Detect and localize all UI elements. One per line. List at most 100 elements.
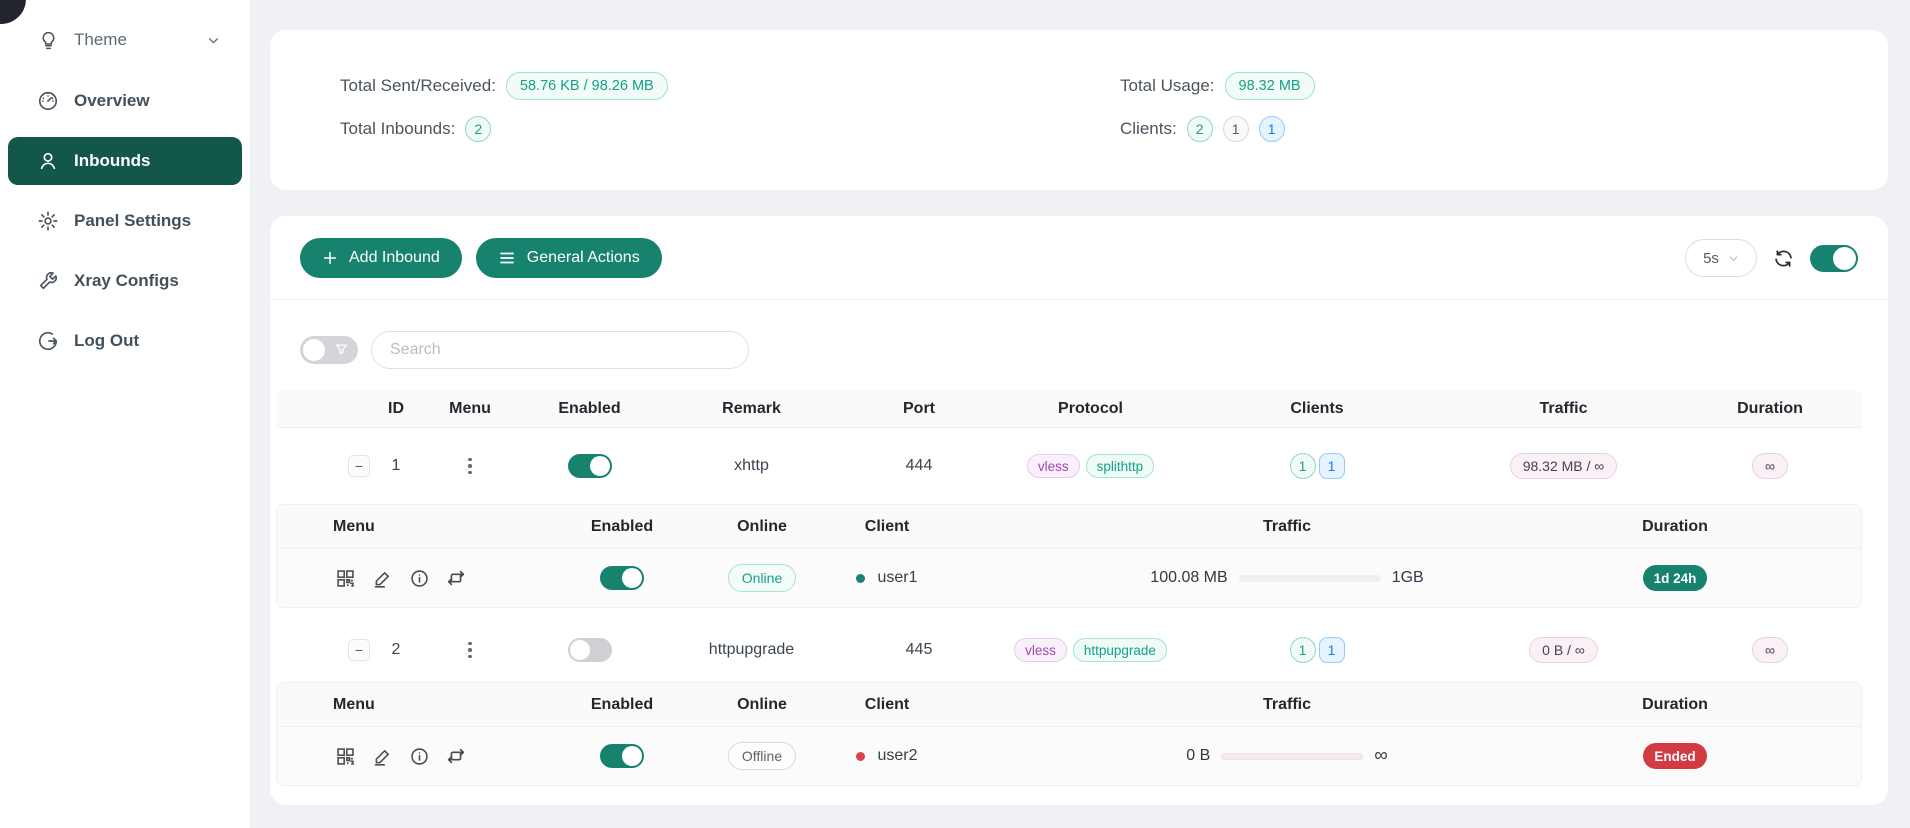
col-header-protocol: Protocol bbox=[1058, 399, 1123, 417]
stat-value-badge: 98.32 MB bbox=[1224, 72, 1315, 100]
client-status-dot bbox=[856, 751, 866, 761]
col-header-remark: Remark bbox=[722, 399, 781, 417]
sidebar-item-label: Log Out bbox=[74, 331, 140, 350]
row-menu-icon[interactable] bbox=[468, 457, 472, 475]
wrench-icon bbox=[36, 269, 60, 293]
main-content: Total Sent/Received: 58.76 KB / 98.26 MB… bbox=[250, 0, 1910, 828]
refresh-icon[interactable] bbox=[1773, 248, 1794, 269]
sidebar-item-xray-configs[interactable]: Xray Configs bbox=[8, 257, 242, 305]
sub-col-header-client: Client bbox=[864, 695, 910, 713]
toolbar: Add Inbound General Actions 5s bbox=[270, 238, 1888, 300]
stat-clients: Clients: 2 1 1 bbox=[1120, 116, 1888, 142]
sub-col-header-enabled: Enabled bbox=[590, 517, 654, 535]
sidebar-item-label: Inbounds bbox=[74, 151, 151, 170]
clients-count-badge-green: 2 bbox=[1186, 116, 1213, 142]
funnel-icon bbox=[334, 342, 349, 357]
traffic-progress-bar bbox=[1221, 752, 1364, 760]
col-header-menu: Menu bbox=[449, 399, 491, 417]
general-actions-label: General Actions bbox=[526, 249, 640, 266]
sidebar-item-label: Theme bbox=[74, 30, 127, 49]
reset-traffic-icon[interactable] bbox=[444, 566, 468, 590]
client-row: Offline user2 0 B ∞ Ended bbox=[277, 727, 1861, 785]
filter-toggle[interactable] bbox=[300, 336, 358, 364]
general-actions-button[interactable]: General Actions bbox=[475, 238, 662, 278]
traffic-progress-bar bbox=[1238, 574, 1381, 582]
gear-icon bbox=[36, 209, 60, 233]
inbound-duration-badge: ∞ bbox=[1752, 453, 1788, 479]
dashboard-icon bbox=[36, 89, 60, 113]
qrcode-icon[interactable] bbox=[333, 566, 357, 590]
clients-count-badge-gray: 1 bbox=[1222, 116, 1249, 142]
col-header-port: Port bbox=[903, 399, 935, 417]
chevron-down-icon bbox=[207, 34, 220, 47]
inbound-row: − 2 httpupgrade 445 vless httpupgrade 1 … bbox=[276, 618, 1862, 682]
auto-refresh-toggle[interactable] bbox=[1810, 244, 1858, 272]
traffic-total: ∞ bbox=[1374, 745, 1388, 766]
col-header-clients: Clients bbox=[1290, 399, 1344, 417]
sub-col-header-menu: Menu bbox=[333, 517, 375, 535]
info-circle-icon[interactable] bbox=[407, 566, 431, 590]
row-menu-icon[interactable] bbox=[468, 641, 472, 659]
collapse-row-button[interactable]: − bbox=[348, 455, 370, 477]
stat-total-inbounds: Total Inbounds: 2 bbox=[340, 116, 1120, 142]
traffic-used: 0 B bbox=[1186, 747, 1211, 764]
client-name: user1 bbox=[877, 569, 918, 586]
sub-col-header-online: Online bbox=[737, 517, 787, 535]
lightbulb-icon bbox=[36, 28, 60, 52]
qrcode-icon[interactable] bbox=[333, 744, 357, 768]
sub-col-header-duration: Duration bbox=[1642, 517, 1708, 535]
chevron-down-icon bbox=[1728, 253, 1739, 264]
inbound-port: 445 bbox=[905, 641, 933, 658]
inbounds-card: Add Inbound General Actions 5s bbox=[270, 216, 1888, 805]
col-header-duration: Duration bbox=[1737, 399, 1803, 417]
sidebar-nav: Overview Inbounds Panel Settings Xray Co… bbox=[0, 77, 250, 365]
inbound-enabled-toggle[interactable] bbox=[567, 638, 612, 662]
sub-col-header-online: Online bbox=[737, 695, 787, 713]
stat-total-usage: Total Usage: 98.32 MB bbox=[1120, 72, 1888, 100]
table-header-row: ID Menu Enabled Remark Port Protocol Cli… bbox=[276, 390, 1862, 428]
add-inbound-label: Add Inbound bbox=[349, 249, 440, 266]
sub-col-header-traffic: Traffic bbox=[1262, 695, 1311, 713]
inbound-duration-badge: ∞ bbox=[1752, 637, 1788, 663]
inbounds-table: ID Menu Enabled Remark Port Protocol Cli… bbox=[276, 390, 1862, 786]
col-header-enabled: Enabled bbox=[558, 399, 621, 417]
client-duration-badge: Ended bbox=[1643, 743, 1707, 769]
client-status-dot bbox=[856, 573, 866, 583]
sidebar-item-panel-settings[interactable]: Panel Settings bbox=[8, 197, 242, 245]
search-input[interactable] bbox=[371, 331, 749, 369]
edit-pencil-icon[interactable] bbox=[370, 744, 394, 768]
logout-icon bbox=[36, 329, 60, 353]
client-count-badge-blue: 1 bbox=[1318, 637, 1345, 663]
add-inbound-button[interactable]: Add Inbound bbox=[300, 238, 462, 278]
inbound-traffic-badge: 98.32 MB / ∞ bbox=[1509, 453, 1618, 479]
info-circle-icon[interactable] bbox=[407, 744, 431, 768]
hamburger-icon bbox=[498, 249, 516, 267]
traffic-total: 1GB bbox=[1391, 569, 1424, 586]
client-name: user2 bbox=[877, 747, 918, 764]
filter-row bbox=[300, 331, 1888, 369]
client-enabled-toggle[interactable] bbox=[600, 566, 644, 590]
sidebar-item-label: Panel Settings bbox=[74, 211, 192, 230]
sidebar-item-theme[interactable]: Theme bbox=[8, 16, 242, 64]
inbound-port: 444 bbox=[905, 457, 933, 474]
collapse-row-button[interactable]: − bbox=[348, 639, 370, 661]
inbound-row: − 1 xhttp 444 vless splithttp 1 1 98.32 … bbox=[276, 428, 1862, 504]
client-count-badge-blue: 1 bbox=[1318, 453, 1345, 479]
sidebar-item-label: Xray Configs bbox=[74, 271, 179, 290]
sub-col-header-enabled: Enabled bbox=[590, 695, 654, 713]
inbound-enabled-toggle[interactable] bbox=[567, 454, 612, 478]
reset-traffic-icon[interactable] bbox=[444, 744, 468, 768]
client-count-badge-green: 1 bbox=[1289, 453, 1316, 479]
toggle-knob bbox=[303, 339, 325, 361]
sidebar-item-inbounds[interactable]: Inbounds bbox=[8, 137, 242, 185]
stat-value-badge: 58.76 KB / 98.26 MB bbox=[505, 72, 668, 100]
refresh-interval-select[interactable]: 5s bbox=[1685, 239, 1757, 277]
refresh-interval-value: 5s bbox=[1703, 249, 1719, 267]
sidebar-item-log-out[interactable]: Log Out bbox=[8, 317, 242, 365]
stat-total-sent-received: Total Sent/Received: 58.76 KB / 98.26 MB bbox=[340, 72, 1120, 100]
edit-pencil-icon[interactable] bbox=[370, 566, 394, 590]
expanded-clients-section: Menu Enabled Online Client Traffic Durat… bbox=[276, 682, 1862, 786]
client-enabled-toggle[interactable] bbox=[600, 744, 644, 768]
sub-col-header-traffic: Traffic bbox=[1262, 517, 1311, 535]
sidebar-item-overview[interactable]: Overview bbox=[8, 77, 242, 125]
